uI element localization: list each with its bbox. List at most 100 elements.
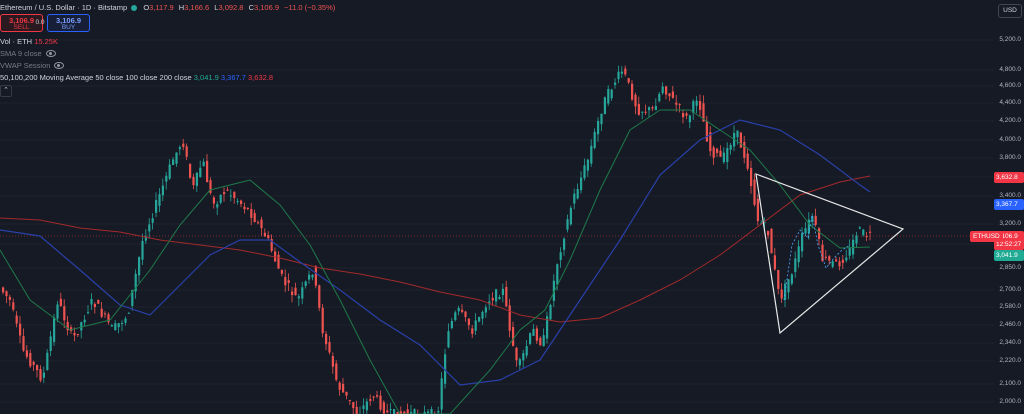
candle-body <box>692 101 695 113</box>
candle-body <box>29 353 32 367</box>
candle-body <box>5 291 8 297</box>
candle-body <box>593 131 596 149</box>
price-axis-tick: 5,200.0 <box>999 36 1021 43</box>
candle-body <box>869 231 872 233</box>
candle-body <box>739 132 742 148</box>
currency-selector[interactable]: USD <box>998 4 1022 18</box>
candle-body <box>42 372 45 378</box>
candle-body <box>107 314 110 323</box>
candle-body <box>178 147 181 150</box>
spread-value: 0.0 <box>35 19 45 26</box>
symbol-title[interactable]: Ethereum / U.S. Dollar · 1D · Bitstamp <box>0 3 128 12</box>
price-axis-tick: 4,600.0 <box>999 82 1021 89</box>
buy-button[interactable]: 3,106.9 BUY <box>47 14 90 32</box>
candle-body <box>556 264 559 285</box>
candle-body <box>777 269 780 289</box>
eye-icon[interactable] <box>45 50 56 58</box>
candle-body <box>49 336 52 351</box>
candle-body <box>702 103 705 122</box>
candle-body <box>287 280 290 284</box>
candle-body <box>165 175 168 182</box>
sell-label: SELL <box>13 24 30 31</box>
candle-body <box>212 197 215 204</box>
candle-body <box>529 333 532 344</box>
candle-body <box>189 163 192 178</box>
candle-body <box>423 411 426 414</box>
drawing-layer[interactable] <box>755 173 905 335</box>
candle-body <box>155 200 158 213</box>
candle-body <box>756 198 759 222</box>
price-axis-tick: 4,200.0 <box>999 117 1021 124</box>
candle-body <box>127 312 130 314</box>
wave-annotation-drawing[interactable] <box>783 214 851 301</box>
candle-body <box>199 167 202 177</box>
candle-body <box>297 296 300 299</box>
candle-body <box>168 164 171 179</box>
candle-body <box>794 258 797 272</box>
indicator-sma[interactable]: SMA 9 close <box>0 50 56 58</box>
candle-body <box>206 160 209 183</box>
candle-body <box>240 200 243 205</box>
candle-body <box>797 246 800 263</box>
indicator-vwap[interactable]: VWAP Session <box>0 62 65 70</box>
candle-body <box>705 121 708 142</box>
ohlc-close-key: C <box>248 3 254 12</box>
candle-body <box>665 86 668 95</box>
candle-body <box>270 239 273 251</box>
indicator-volume-name: Vol · ETH <box>0 37 33 46</box>
price-axis-tick: 3,400.0 <box>999 192 1021 199</box>
ma200-line <box>0 175 871 323</box>
candle-body <box>76 334 79 336</box>
candle-body <box>134 273 137 292</box>
candle-body <box>39 368 42 381</box>
candle-body <box>172 159 175 166</box>
chevron-up-icon[interactable]: ⌃ <box>0 85 12 97</box>
candle-body <box>403 411 406 414</box>
ohlc-low-value: 3,092.8 <box>218 3 244 12</box>
candle-body <box>610 89 613 99</box>
sell-button[interactable]: 3,106.9 SELL <box>0 14 43 32</box>
candle-body <box>331 356 334 367</box>
candle-body <box>308 274 311 280</box>
candle-body <box>93 304 96 307</box>
candle-body <box>576 189 579 199</box>
candle-body <box>148 224 151 232</box>
candle-body <box>597 120 600 135</box>
triangle-pattern-drawing[interactable] <box>755 173 905 335</box>
candle-body <box>138 257 141 276</box>
candle-body <box>25 350 28 357</box>
candle-body <box>532 328 535 336</box>
candle-body <box>865 236 868 238</box>
candle-body <box>369 399 372 401</box>
price-axis-badge: 3,367.7 <box>994 199 1024 210</box>
candle-body <box>182 143 185 148</box>
indicator-moving-averages[interactable]: 50,100,200 Moving Average 50 close 100 c… <box>0 74 273 82</box>
candle-body <box>396 411 399 414</box>
candle-body <box>219 194 222 203</box>
candle-body <box>236 201 239 203</box>
symbol-header[interactable]: Ethereum / U.S. Dollar · 1D · Bitstamp O… <box>0 4 338 12</box>
candle-body <box>314 266 317 286</box>
candle-body <box>114 323 117 331</box>
candle-body <box>46 352 49 370</box>
candle-body <box>117 323 120 328</box>
candle-body <box>294 287 297 296</box>
candle-body <box>807 219 810 234</box>
candle-body <box>474 320 477 331</box>
candle-body <box>277 254 280 269</box>
eye-icon[interactable] <box>54 62 65 70</box>
candle-body <box>699 101 702 110</box>
candle-body <box>318 285 321 308</box>
indicator-volume[interactable]: Vol · ETH 15.25K <box>0 38 58 46</box>
indicator-ma50-value: 3,041.9 <box>193 73 219 82</box>
candle-body <box>430 409 433 414</box>
candle-body <box>427 411 430 413</box>
candle-body <box>831 261 834 267</box>
candle-body <box>478 317 481 322</box>
candle-body <box>549 305 552 320</box>
price-axis-tick: 2,580.0 <box>999 303 1021 310</box>
candle-body <box>301 287 304 299</box>
candle-body <box>83 319 86 323</box>
candle-body <box>658 93 661 102</box>
